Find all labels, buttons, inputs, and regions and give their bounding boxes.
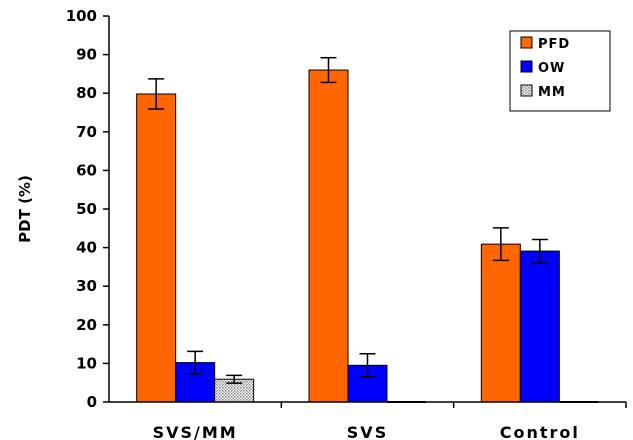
legend-label-mm: MM: [538, 85, 566, 100]
y-tick-label: 20: [76, 316, 97, 334]
legend-swatch-pfd: [520, 36, 533, 49]
y-tick-label: 100: [66, 7, 97, 25]
legend-label-ow: OW: [538, 61, 565, 76]
legend-swatch-ow: [520, 60, 533, 73]
y-axis-ticks: 0 10 20 30 40 50 60 70 80 90 100: [66, 7, 109, 411]
bar-pfd-0: [136, 93, 177, 403]
y-tick-label: 0: [87, 393, 97, 411]
error-bars-group: [148, 56, 548, 384]
y-tick-label: 30: [76, 277, 97, 295]
bar-pfd-1: [308, 69, 349, 403]
category-label: SVS/MM: [153, 423, 238, 440]
y-axis-title: PDT (%): [16, 175, 34, 243]
y-tick-label: 70: [76, 123, 97, 141]
category-label: Control: [500, 423, 580, 440]
legend-label-pfd: PFD: [538, 37, 570, 52]
y-tick-label: 40: [76, 239, 97, 257]
x-axis-ticks: [280, 402, 627, 408]
y-tick-label: 50: [76, 200, 97, 218]
bar-ow-2: [519, 250, 560, 403]
y-tick-label: 90: [76, 46, 97, 64]
legend-swatch-mm: [520, 84, 533, 97]
x-axis-category-labels: SVS/MM SVS Control: [153, 423, 580, 440]
y-tick-label: 80: [76, 84, 97, 102]
bar-pfd-2: [480, 243, 521, 403]
y-tick-label: 10: [76, 354, 97, 372]
legend: PFD OW MM: [509, 30, 611, 112]
bar-series-group: [136, 69, 599, 403]
category-label: SVS: [347, 423, 388, 440]
y-tick-label: 60: [76, 161, 97, 179]
